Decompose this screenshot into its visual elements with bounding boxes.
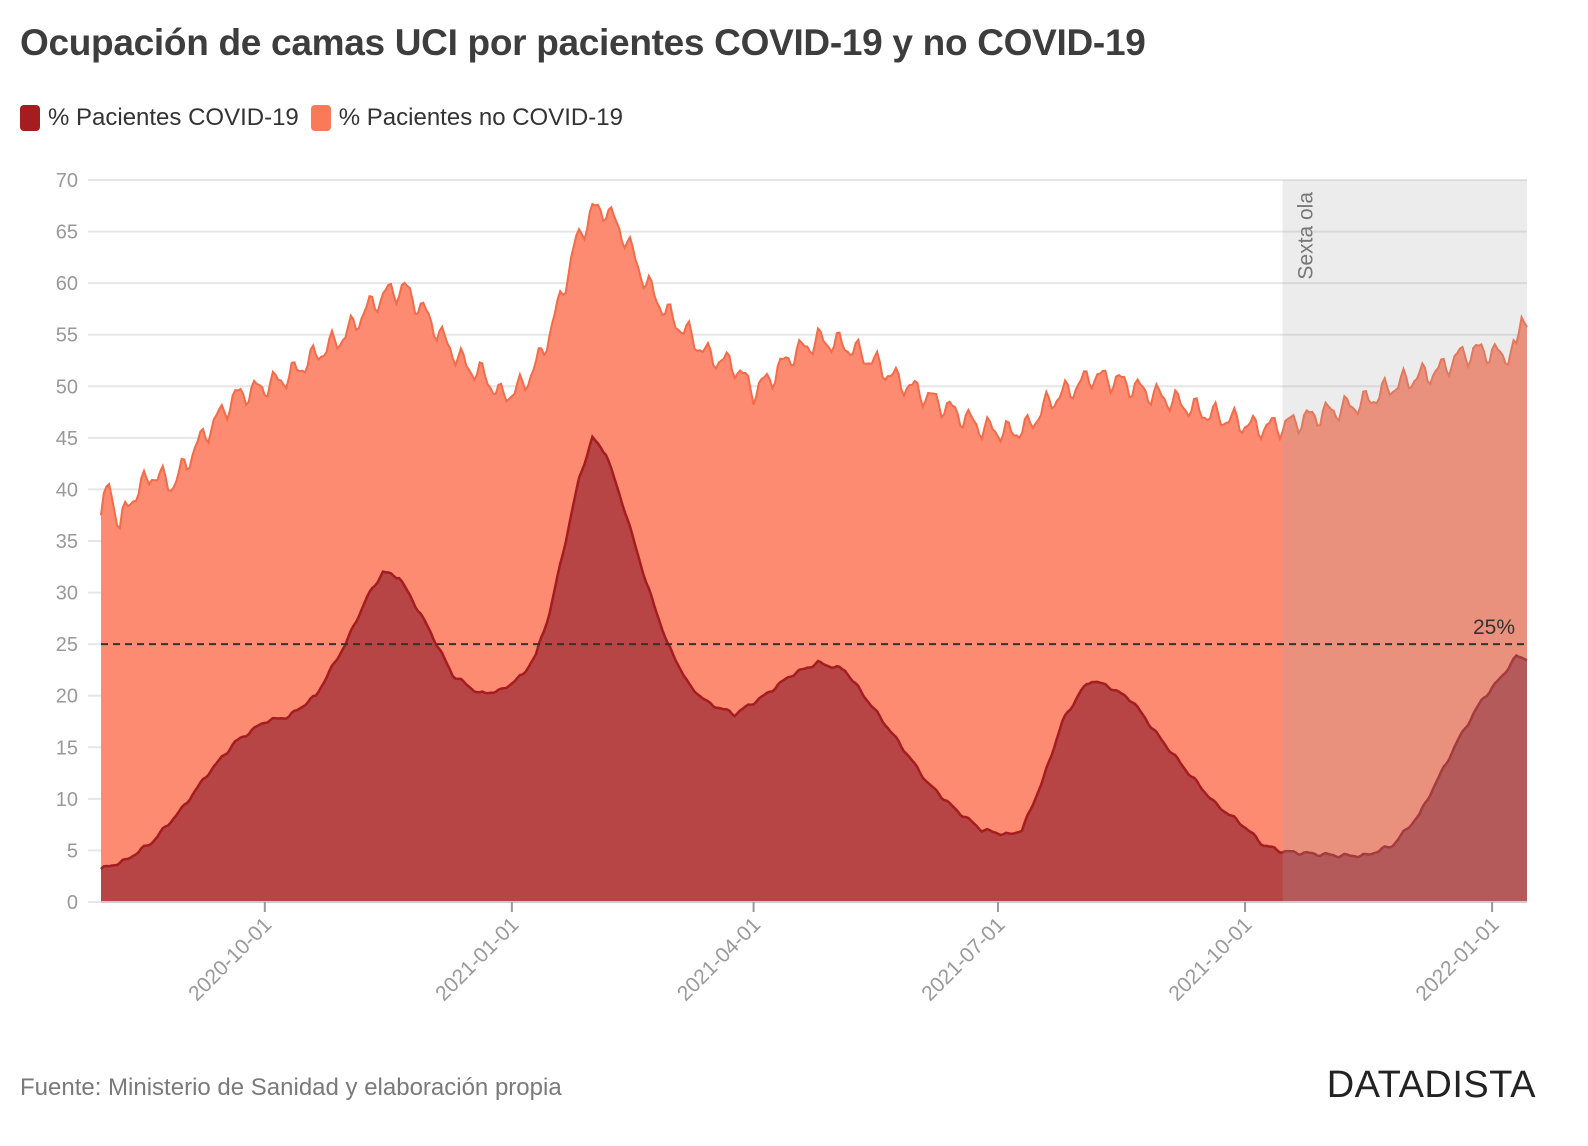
shaded-region-sexta-ola [1282,180,1527,902]
y-tick-label-25: 25 [56,634,78,656]
x-tick-label-2020-10-01: 2020-10-01 [184,913,276,1005]
y-tick-label-35: 35 [56,531,78,553]
source-note: Fuente: Ministerio de Sanidad y elaborac… [20,1074,562,1101]
y-tick-label-30: 30 [56,583,78,605]
y-tick-label-65: 65 [56,222,78,244]
chart-legend: % Pacientes COVID-19 % Pacientes no COVI… [20,104,635,132]
x-tick-label-2021-04-01: 2021-04-01 [673,913,765,1005]
x-tick-label-2021-07-01: 2021-07-01 [917,913,1009,1005]
chart-title: Ocupación de camas UCI por pacientes COV… [20,22,1146,63]
y-tick-label-60: 60 [56,273,78,295]
y-tick-label-10: 10 [56,789,78,811]
x-tick-label-2021-01-01: 2021-01-01 [431,913,523,1005]
legend-item-covid[interactable]: % Pacientes COVID-19 [20,104,299,132]
y-tick-label-45: 45 [56,428,78,450]
x-tick-label-2022-01-01: 2022-01-01 [1411,913,1503,1005]
y-tick-label-40: 40 [56,479,78,501]
legend-label-no-covid: % Pacientes no COVID-19 [338,104,623,131]
shaded-region-label: Sexta ola [1295,192,1318,280]
y-tick-label-5: 5 [67,840,78,862]
legend-swatch-covid [20,105,40,131]
legend-label-covid: % Pacientes COVID-19 [48,104,299,131]
series-line-covid [100,434,1528,870]
y-tick-label-70: 70 [56,170,78,192]
legend-swatch-no-covid [310,105,331,131]
reference-line-label: 25% [1473,616,1515,639]
x-tick-label-2021-10-01: 2021-10-01 [1164,913,1256,1005]
series-area-covid [101,436,1527,902]
brand-logo: DATADISTA [1326,1064,1536,1106]
series-line-no-covid [100,202,1528,531]
y-tick-label-55: 55 [56,325,78,347]
y-tick-label-0: 0 [67,892,78,914]
y-tick-label-20: 20 [56,686,78,708]
y-tick-label-50: 50 [56,376,78,398]
area-chart: 0 5 10 15 20 25 30 35 40 45 50 55 60 65 70 Sexta ola 25%… [56,170,1528,1005]
legend-item-no-covid[interactable]: % Pacientes no COVID-19 [310,104,623,132]
y-tick-label-15: 15 [56,737,78,759]
